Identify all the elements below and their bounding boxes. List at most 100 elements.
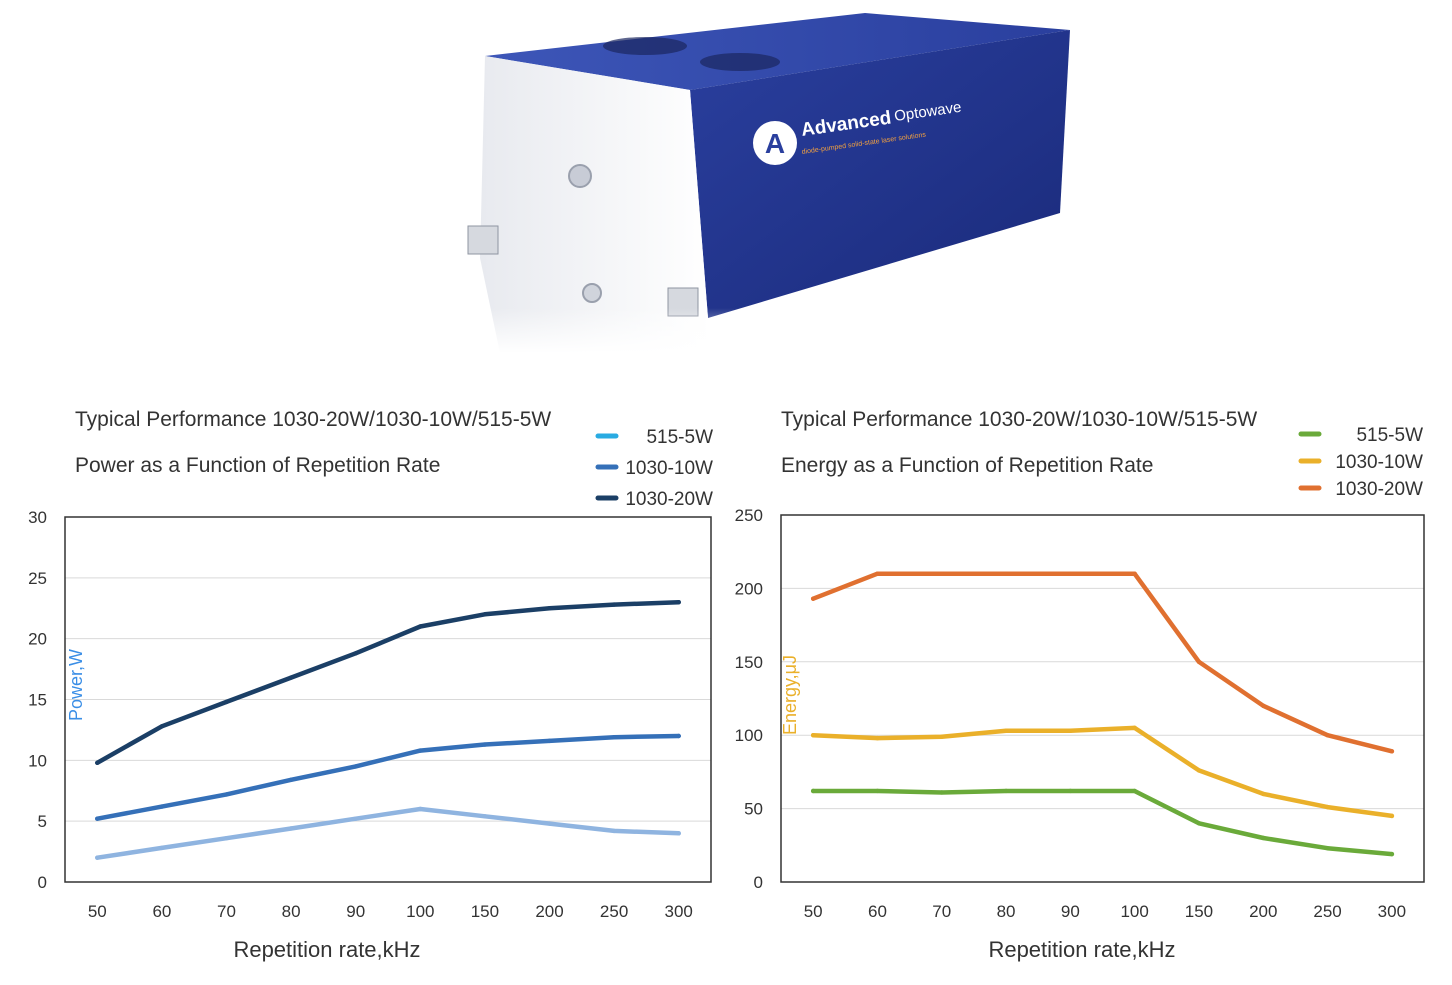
x-tick-label: 300 bbox=[1378, 902, 1406, 921]
data-point bbox=[95, 816, 100, 821]
series-line-1030-20W bbox=[95, 599, 681, 766]
legend-label: 1030-10W bbox=[625, 458, 713, 479]
data-point bbox=[939, 734, 944, 739]
x-tick-label: 90 bbox=[1061, 902, 1080, 921]
plot-area: 0 5 10 15 20 25 30 50 60 70 80 90 100 150 200 250 300 bbox=[28, 508, 712, 921]
x-tick-label: 150 bbox=[471, 902, 499, 921]
y-tick-label: 30 bbox=[28, 508, 47, 527]
y-tick-label: 250 bbox=[735, 506, 763, 525]
laser-end-cap bbox=[480, 56, 710, 353]
data-point bbox=[1325, 733, 1330, 738]
data-point bbox=[611, 602, 617, 607]
aperture-port bbox=[568, 164, 592, 188]
data-point bbox=[547, 738, 552, 744]
y-tick-label: 25 bbox=[28, 569, 47, 588]
legend-label: 515-5W bbox=[646, 427, 713, 448]
x-tick-label: 50 bbox=[804, 902, 823, 921]
data-point bbox=[875, 571, 880, 576]
chart-subtitle: Power as a Function of Repetition Rate bbox=[75, 454, 440, 477]
data-point bbox=[810, 788, 816, 794]
data-point bbox=[159, 804, 165, 809]
power-chart-svg: Typical Performance 1030-20W/1030-10W/51… bbox=[28, 408, 713, 962]
data-point bbox=[482, 612, 488, 617]
y-tick-label: 5 bbox=[38, 812, 47, 831]
y-axis-label: Power,W bbox=[66, 649, 86, 721]
data-point bbox=[810, 596, 816, 601]
x-tick-label: 100 bbox=[406, 902, 434, 921]
laser-top-face bbox=[485, 13, 1070, 90]
series-line-1030-10W bbox=[810, 725, 1395, 819]
data-point bbox=[1132, 571, 1137, 576]
data-point bbox=[611, 828, 617, 834]
series-line-515-5W bbox=[810, 788, 1395, 857]
data-point bbox=[1132, 725, 1137, 731]
x-tick-label: 80 bbox=[282, 902, 301, 921]
product-image: A Advanced Optowave diode-pumped solid-s… bbox=[440, 8, 1100, 353]
data-point bbox=[1068, 728, 1073, 733]
data-point bbox=[547, 606, 552, 611]
legend-label: 1030-10W bbox=[1335, 452, 1423, 473]
data-point bbox=[1261, 835, 1266, 841]
vent-grille bbox=[700, 53, 780, 71]
laser-front-face bbox=[690, 30, 1070, 318]
x-tick-label: 150 bbox=[1185, 902, 1213, 921]
data-point bbox=[159, 845, 165, 851]
series-line-515-5W bbox=[95, 806, 681, 860]
data-point bbox=[95, 760, 100, 765]
legend-label: 1030-20W bbox=[625, 489, 713, 510]
data-point bbox=[1196, 821, 1202, 826]
mounting-bracket bbox=[467, 225, 499, 255]
data-point bbox=[1389, 749, 1395, 754]
data-point bbox=[1325, 804, 1330, 810]
data-point bbox=[875, 788, 880, 794]
energy-chart-svg: Typical Performance 1030-20W/1030-10W/51… bbox=[735, 408, 1425, 962]
x-tick-label: 50 bbox=[88, 902, 107, 921]
data-point bbox=[1261, 791, 1266, 797]
y-tick-label: 150 bbox=[735, 653, 763, 672]
laser-illustration: A Advanced Optowave diode-pumped solid-s… bbox=[440, 13, 1100, 353]
x-tick-label: 70 bbox=[932, 902, 951, 921]
data-point bbox=[939, 571, 944, 576]
y-tick-label: 20 bbox=[28, 630, 47, 649]
data-point bbox=[224, 836, 229, 841]
y-tick-label: 10 bbox=[28, 751, 47, 770]
energy-chart: Typical Performance 1030-20W/1030-10W/51… bbox=[726, 390, 1452, 980]
data-point bbox=[353, 816, 358, 821]
data-point bbox=[1196, 659, 1202, 664]
data-point bbox=[224, 792, 229, 797]
legend-label: 515-5W bbox=[1356, 425, 1423, 446]
data-point bbox=[1003, 571, 1009, 576]
chart-title: Typical Performance 1030-20W/1030-10W/51… bbox=[781, 408, 1257, 431]
x-tick-label: 60 bbox=[868, 902, 887, 921]
data-point bbox=[611, 735, 617, 740]
data-point bbox=[1325, 846, 1330, 851]
x-tick-label: 80 bbox=[997, 902, 1016, 921]
data-point bbox=[159, 724, 165, 729]
data-point bbox=[95, 855, 100, 860]
data-point bbox=[353, 651, 358, 656]
plot-area: 0 50 100 150 200 250 50 60 70 80 90 100 150 200 250 300 bbox=[735, 506, 1425, 921]
x-tick-label: 300 bbox=[665, 902, 693, 921]
data-point bbox=[1132, 788, 1137, 794]
chart-legend: 515-5W 1030-10W 1030-20W bbox=[595, 427, 713, 510]
y-tick-label: 15 bbox=[28, 691, 47, 710]
y-tick-label: 0 bbox=[754, 873, 763, 892]
data-point bbox=[482, 814, 488, 819]
y-tick-label: 200 bbox=[735, 579, 763, 598]
plot-frame bbox=[780, 514, 1425, 883]
data-point bbox=[939, 790, 944, 795]
data-point bbox=[810, 733, 816, 738]
data-point bbox=[547, 821, 552, 826]
data-point bbox=[1068, 571, 1073, 576]
brand-logo-icon bbox=[753, 121, 797, 165]
data-point bbox=[676, 831, 681, 836]
y-tick-label: 100 bbox=[735, 726, 763, 745]
data-point bbox=[1003, 728, 1009, 733]
data-point bbox=[482, 742, 488, 747]
data-point bbox=[1261, 703, 1266, 709]
chart-subtitle: Energy as a Function of Repetition Rate bbox=[781, 454, 1153, 477]
data-point bbox=[1389, 813, 1395, 819]
brand-logo-letter: A bbox=[765, 128, 785, 159]
y-axis-label: Energy,μJ bbox=[780, 655, 800, 735]
data-point bbox=[1389, 851, 1395, 857]
